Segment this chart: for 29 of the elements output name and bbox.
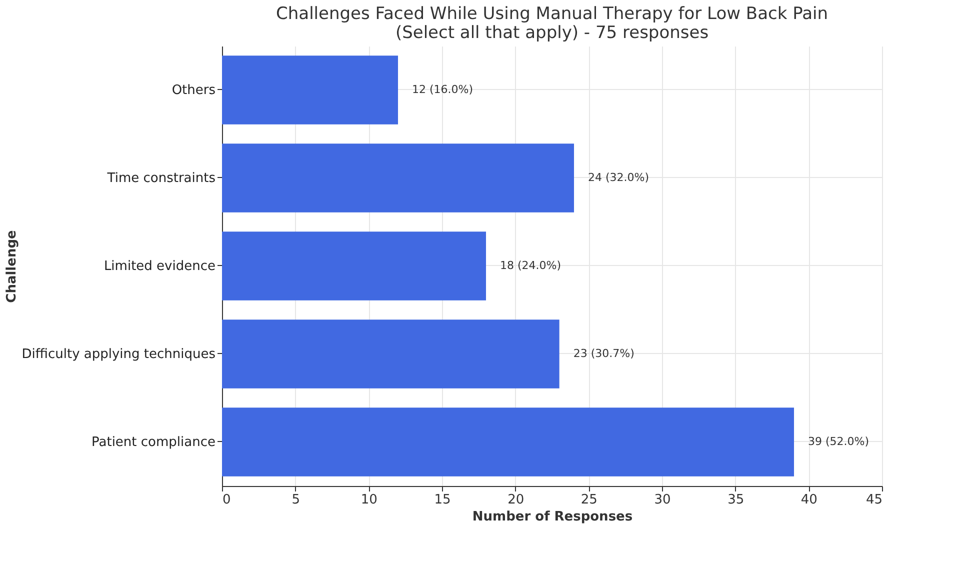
- x-tick-label: 20: [508, 492, 524, 508]
- y-tick-label: Others: [172, 83, 216, 98]
- data-label: 39 (52.0%): [808, 435, 870, 448]
- bar: [222, 232, 486, 300]
- x-tick-label: 15: [434, 492, 451, 508]
- data-label: 24 (32.0%): [588, 171, 650, 184]
- y-tick-label: Patient compliance: [92, 435, 216, 450]
- bar: [222, 56, 398, 124]
- bar: [222, 144, 574, 212]
- x-tick-label: 45: [866, 492, 882, 508]
- x-axis-title: Number of Responses: [472, 510, 633, 524]
- bar: [222, 320, 560, 388]
- data-label: 18 (24.0%): [500, 259, 562, 272]
- y-tick-label: Limited evidence: [104, 259, 216, 274]
- text: Challenges Faced While Using Manual Therapy for Low Back Pain: [276, 4, 828, 24]
- y-tick-label: Time constraints: [106, 171, 216, 186]
- x-tick-label: 35: [728, 492, 744, 508]
- data-label: 23 (30.7%): [573, 347, 634, 360]
- x-tick-label: 0: [222, 492, 231, 508]
- x-tick-label: 40: [800, 492, 818, 508]
- x-tick-label: 5: [292, 492, 300, 508]
- x-tick-label: 30: [654, 492, 671, 508]
- text: (Select all that apply) - 75 responses: [395, 23, 709, 43]
- y-axis-title: Challenge: [4, 230, 20, 303]
- x-tick-label: 25: [580, 492, 598, 508]
- data-label: 12 (16.0%): [412, 83, 474, 96]
- y-tick-label: Difficulty applying techniques: [22, 347, 216, 362]
- bar: [222, 408, 794, 476]
- x-tick-label: 10: [360, 492, 378, 508]
